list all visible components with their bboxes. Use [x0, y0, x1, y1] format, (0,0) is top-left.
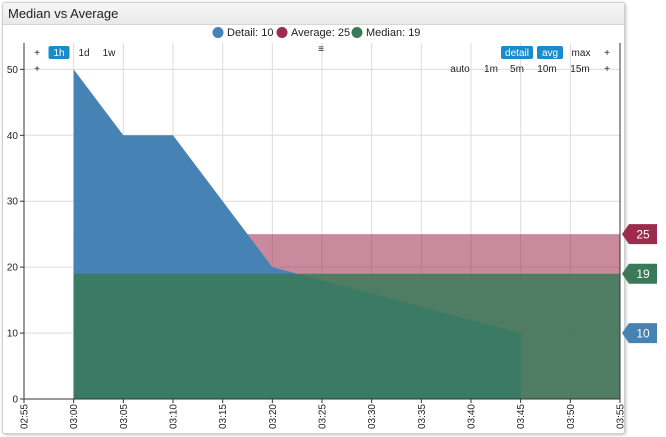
- zoom-1d[interactable]: 1d: [78, 48, 89, 59]
- control-label: 5m: [510, 64, 524, 75]
- legend-average-swatch: [276, 27, 288, 38]
- x-tick-label: 03:55: [616, 404, 627, 429]
- x-tick-label: 03:30: [367, 404, 378, 429]
- interval-auto[interactable]: auto: [450, 64, 470, 75]
- control-label: +: [604, 64, 610, 75]
- control-active-bg: [48, 46, 70, 59]
- legend-detail-swatch: [212, 27, 224, 38]
- x-tick-label: 03:05: [119, 404, 130, 429]
- stat-detail[interactable]: detail: [501, 46, 533, 59]
- control-label: 1m: [484, 64, 498, 75]
- control-label: 15m: [570, 64, 589, 75]
- zoom-row2-plus[interactable]: +: [34, 64, 40, 75]
- control-label: 1d: [78, 48, 89, 59]
- control-active-bg: [537, 46, 563, 59]
- x-tick-label: 03:40: [467, 404, 478, 429]
- stat-plus[interactable]: +: [604, 48, 610, 59]
- x-tick-label: 03:45: [516, 404, 527, 429]
- interval-15m[interactable]: 15m: [570, 64, 589, 75]
- x-tick-label: 03:20: [268, 404, 279, 429]
- interval-1m[interactable]: 1m: [484, 64, 498, 75]
- y-tick-label: 10: [7, 329, 19, 340]
- widget-title: Median vs Average: [3, 3, 624, 25]
- zoom-plus[interactable]: +: [34, 48, 40, 59]
- value-badge-label: 10: [636, 327, 650, 341]
- y-tick-label: 20: [7, 263, 19, 274]
- legend-median-label: Median: 19: [366, 27, 420, 39]
- series-area-median: [73, 273, 620, 399]
- y-tick-label: 50: [7, 65, 19, 76]
- zoom-1w[interactable]: 1w: [103, 48, 117, 59]
- control-label: +: [604, 48, 610, 59]
- control-active-bg: [501, 46, 533, 59]
- x-tick-label: 03:10: [169, 404, 180, 429]
- control-label: 10m: [537, 64, 556, 75]
- x-tick-label: 03:00: [69, 404, 80, 429]
- x-tick-label: 03:35: [417, 404, 428, 429]
- interval-5m[interactable]: 5m: [510, 64, 524, 75]
- menu-icon[interactable]: ≡: [318, 44, 324, 55]
- control-label: auto: [450, 64, 470, 75]
- y-tick-label: 40: [7, 131, 19, 142]
- stat-avg[interactable]: avg: [537, 46, 563, 59]
- legend-average-label: Average: 25: [291, 27, 350, 39]
- control-label: +: [34, 48, 40, 59]
- value-badge-label: 19: [636, 267, 650, 281]
- control-label: +: [34, 64, 40, 75]
- control-label: avg: [542, 48, 558, 59]
- legend-detail-label: Detail: 10: [227, 27, 273, 39]
- zoom-1h[interactable]: 1h: [48, 46, 70, 59]
- y-tick-label: 30: [7, 197, 19, 208]
- interval-plus[interactable]: +: [604, 64, 610, 75]
- legend-median-swatch: [351, 27, 363, 38]
- control-label: 1h: [53, 48, 64, 59]
- control-label: detail: [505, 48, 529, 59]
- value-badge-detail: [622, 323, 657, 344]
- control-label: max: [572, 48, 591, 59]
- x-tick-label: 02:55: [20, 404, 31, 429]
- value-badge-average: [622, 224, 657, 245]
- x-tick-label: 03:15: [218, 404, 229, 429]
- y-tick-label: 0: [12, 395, 18, 406]
- x-tick-label: 03:50: [566, 404, 577, 429]
- stat-max[interactable]: max: [572, 48, 591, 59]
- control-label: 1w: [103, 48, 117, 59]
- x-tick-label: 03:25: [318, 404, 329, 429]
- interval-10m[interactable]: 10m: [537, 64, 556, 75]
- value-badge-median: [622, 263, 657, 284]
- value-badge-label: 25: [636, 228, 650, 242]
